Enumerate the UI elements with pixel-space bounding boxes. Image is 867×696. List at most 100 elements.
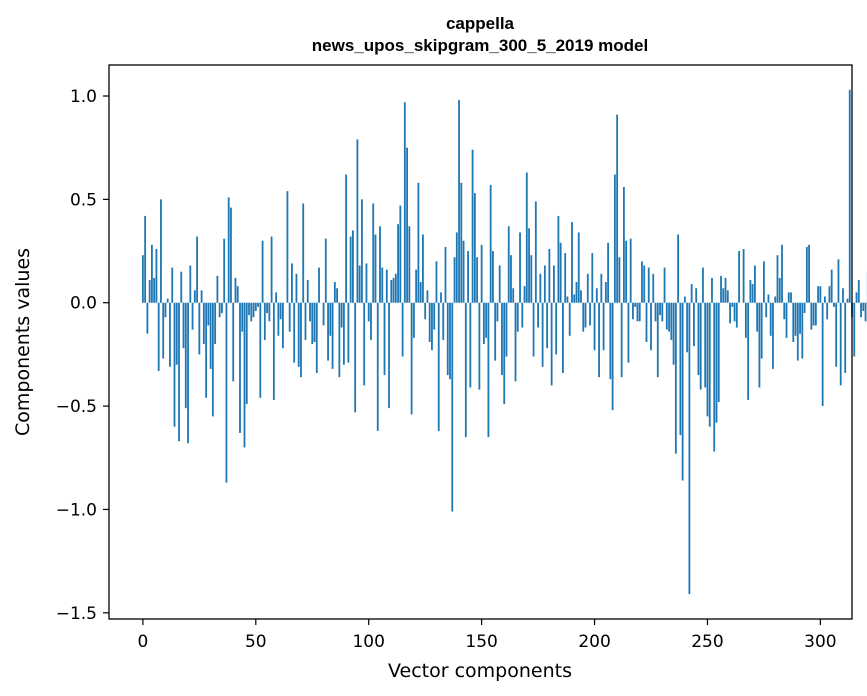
bar-62 [281, 302, 284, 349]
bar-88 [340, 302, 343, 328]
bar-319 [862, 302, 865, 311]
bar-229 [659, 302, 661, 316]
bar-188 [566, 296, 569, 303]
bar-191 [573, 294, 576, 303]
bar-164 [512, 288, 515, 303]
bar-294 [805, 246, 808, 303]
bar-7 [157, 302, 160, 371]
bar-91 [347, 302, 350, 363]
chart-title-line-1: cappella [446, 14, 515, 33]
bar-253 [713, 302, 716, 452]
bar-38 [227, 197, 230, 303]
bar-82 [327, 302, 329, 361]
bar-315 [853, 302, 856, 357]
bar-194 [580, 290, 582, 303]
bar-291 [799, 302, 801, 334]
bar-4 [151, 244, 153, 303]
bar-87 [338, 302, 341, 378]
bar-162 [507, 226, 510, 303]
bar-129 [433, 302, 436, 330]
bar-225 [650, 302, 652, 351]
bar-283 [781, 244, 783, 303]
bar-71 [302, 203, 305, 303]
bar-266 [742, 248, 745, 303]
bar-136 [449, 302, 451, 380]
bar-83 [329, 302, 332, 336]
bar-276 [765, 302, 768, 318]
bar-193 [577, 232, 580, 303]
bar-181 [550, 302, 553, 386]
bar-247 [699, 302, 702, 390]
bar-213 [623, 186, 625, 303]
bar-64 [286, 191, 289, 303]
bar-233 [668, 302, 670, 332]
x-tick-label: 100 [352, 632, 384, 652]
bar-239 [681, 302, 684, 481]
bar-147 [473, 193, 476, 303]
bar-311 [844, 302, 847, 373]
bar-217 [632, 302, 634, 320]
bar-121 [415, 269, 418, 303]
bar-175 [537, 302, 539, 328]
bar-236 [674, 302, 677, 454]
bar-302 [824, 296, 826, 303]
bar-200 [593, 302, 596, 351]
bar-20 [187, 302, 189, 444]
bar-167 [519, 232, 521, 303]
bar-202 [598, 302, 600, 378]
bar-224 [647, 267, 650, 303]
bar-152 [485, 302, 488, 338]
bar-series [141, 89, 867, 595]
bar-84 [331, 302, 334, 369]
bar-195 [582, 302, 585, 332]
y-axis-ticks: −1.5 −1.0 −0.5 0.0 0.5 1.0 [56, 87, 109, 624]
bar-308 [837, 259, 840, 303]
bar-196 [584, 302, 587, 328]
chart-title: cappella news_upos_skipgram_300_5_2019 m… [312, 14, 648, 55]
bar-156 [494, 302, 497, 361]
x-tick-label: 150 [465, 632, 497, 652]
bar-86 [336, 288, 338, 303]
bar-1 [144, 215, 147, 303]
bar-184 [557, 215, 560, 303]
bar-43 [239, 302, 241, 433]
bar-257 [722, 288, 725, 303]
bar-13 [171, 267, 174, 303]
bar-244 [693, 302, 695, 347]
bar-44 [241, 302, 244, 332]
bar-313 [848, 89, 851, 303]
bar-93 [352, 230, 354, 303]
bar-215 [627, 302, 630, 363]
bar-177 [541, 302, 544, 367]
bar-262 [733, 302, 736, 322]
bar-269 [749, 279, 752, 303]
y-tick-label: −0.5 [56, 397, 97, 417]
bar-144 [467, 251, 469, 303]
bar-180 [548, 248, 551, 303]
bar-220 [638, 302, 641, 322]
bar-146 [471, 149, 474, 303]
bar-29 [207, 302, 210, 326]
bar-240 [683, 296, 686, 303]
bar-206 [607, 242, 609, 303]
bar-155 [492, 251, 494, 303]
bar-222 [643, 265, 646, 303]
bar-15 [175, 302, 178, 365]
bar-75 [311, 302, 314, 345]
bar-45 [243, 302, 246, 448]
bar-56 [268, 302, 271, 322]
bar-246 [697, 302, 700, 376]
bar-316 [855, 292, 858, 303]
bar-285 [785, 302, 788, 338]
bar-234 [670, 302, 673, 340]
bar-201 [595, 288, 598, 303]
bar-134 [444, 246, 447, 303]
bar-140 [458, 100, 460, 303]
bar-281 [776, 255, 779, 303]
bar-238 [679, 302, 682, 436]
bar-228 [656, 302, 659, 378]
bar-5 [153, 277, 156, 303]
bar-297 [812, 302, 815, 326]
bar-41 [234, 277, 237, 303]
bar-218 [634, 302, 637, 307]
